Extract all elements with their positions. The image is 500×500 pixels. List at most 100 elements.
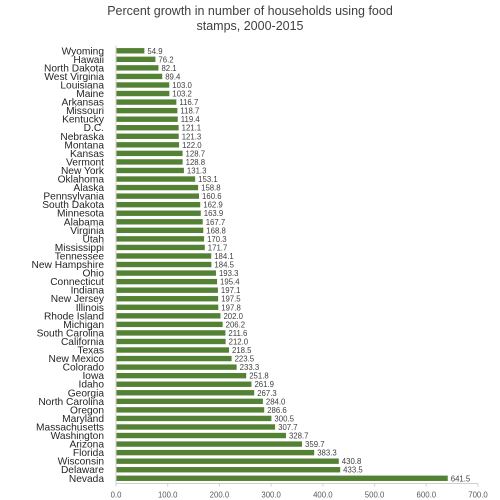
data-label: 307.7 <box>278 423 298 432</box>
category-label: Missouri <box>66 106 104 117</box>
data-label: 300.5 <box>274 414 294 423</box>
data-label: 89.4 <box>165 72 181 81</box>
bar <box>116 475 448 481</box>
data-label: 76.2 <box>158 55 173 64</box>
bar <box>116 150 183 157</box>
data-label: 197.8 <box>221 303 241 312</box>
category-label: Oklahoma <box>58 175 105 186</box>
bar <box>116 441 303 447</box>
category-label: Kansas <box>70 149 104 160</box>
bar <box>116 176 196 182</box>
bar <box>116 261 212 268</box>
category-label: Tennessee <box>55 251 105 262</box>
x-tick-label: 400.0 <box>313 491 333 500</box>
category-label: Hawaii <box>73 55 104 66</box>
category-label: Indiana <box>71 286 105 297</box>
bar <box>116 381 252 387</box>
bar <box>116 107 178 114</box>
data-label: 116.7 <box>179 98 198 107</box>
data-label: 128.7 <box>186 149 206 158</box>
category-label: Minnesota <box>57 209 104 220</box>
category-label: Mississippi <box>55 243 104 254</box>
category-label: Idaho <box>79 380 105 391</box>
x-tick-label: 500.0 <box>365 491 385 500</box>
category-label: Montana <box>64 140 104 151</box>
data-label: 195.4 <box>220 278 240 287</box>
x-tick-label: 600.0 <box>417 491 437 500</box>
bar <box>116 304 219 310</box>
category-label: Florida <box>73 448 104 459</box>
bar <box>116 432 286 439</box>
data-label: 251.8 <box>249 372 269 381</box>
data-label: 184.1 <box>214 252 234 261</box>
bar <box>116 142 180 148</box>
bar <box>116 73 163 80</box>
category-label: New York <box>61 166 105 177</box>
data-label: 119.4 <box>181 115 201 124</box>
data-label: 193.3 <box>219 269 239 278</box>
data-label: 170.3 <box>207 235 227 244</box>
data-label: 153.1 <box>198 175 218 184</box>
bar <box>116 287 218 293</box>
category-label: Pennsylvania <box>43 192 104 203</box>
category-label: Arkansas <box>62 98 104 109</box>
bar <box>116 424 276 430</box>
data-label: 223.5 <box>235 355 255 364</box>
data-label: 433.5 <box>343 466 363 475</box>
bar <box>116 321 223 328</box>
bar <box>116 184 199 191</box>
data-label: 168.8 <box>206 226 226 235</box>
data-label: 118.7 <box>180 107 199 116</box>
bar <box>116 167 184 174</box>
category-label: Colorado <box>63 363 105 374</box>
chart-title-line-1: Percent growth in number of households u… <box>107 4 393 18</box>
category-label: Michigan <box>63 320 104 331</box>
category-label: North Carolina <box>38 397 104 408</box>
data-label: 430.8 <box>342 457 362 466</box>
bar <box>116 313 221 319</box>
category-label: Virginia <box>70 226 104 237</box>
category-label: California <box>61 337 104 348</box>
category-label: Oregon <box>70 405 104 416</box>
data-label: 286.6 <box>267 406 287 415</box>
bar <box>116 210 201 216</box>
data-label: 359.7 <box>305 440 325 449</box>
category-label: Iowa <box>82 371 104 382</box>
data-label: 103.2 <box>172 90 192 99</box>
data-label: 121.3 <box>182 132 202 141</box>
bar <box>116 90 170 97</box>
bar <box>116 355 232 362</box>
data-label: 641.5 <box>451 474 471 483</box>
category-label: Vermont <box>66 157 104 168</box>
bar <box>116 236 205 242</box>
category-label: Maine <box>76 89 104 100</box>
data-label: 218.5 <box>232 346 252 355</box>
bar <box>116 219 203 225</box>
data-label: 383.3 <box>317 449 337 458</box>
category-label: Connecticut <box>50 277 104 288</box>
category-label: West Virginia <box>44 72 104 83</box>
bar <box>116 278 218 285</box>
bar <box>116 65 159 71</box>
bar <box>116 82 170 88</box>
data-label: 261.9 <box>254 380 274 389</box>
category-label: New Hampshire <box>32 260 105 271</box>
data-label: 131.3 <box>187 166 207 175</box>
category-label: Kentucky <box>62 115 105 126</box>
data-label: 233.3 <box>240 363 260 372</box>
bar <box>116 390 255 396</box>
data-label: 211.6 <box>228 329 247 338</box>
bar <box>116 48 145 54</box>
data-label: 328.7 <box>289 432 309 441</box>
bar <box>116 449 315 456</box>
category-label: Delaware <box>61 465 104 476</box>
bar <box>116 125 179 131</box>
x-tick-label: 700.0 <box>468 491 488 500</box>
bar <box>116 201 201 208</box>
category-label: Wyoming <box>62 46 105 57</box>
data-label: 121.1 <box>182 124 202 133</box>
bar <box>116 227 204 234</box>
data-label: 184.5 <box>214 261 234 270</box>
data-label: 197.1 <box>221 286 241 295</box>
